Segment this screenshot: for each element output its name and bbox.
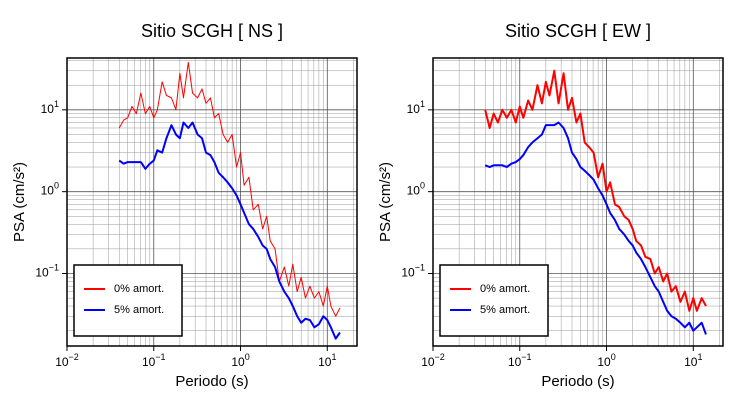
y-axis-label: PSA (cm/s²)	[377, 162, 394, 242]
legend-label: 5% amort.	[480, 304, 530, 316]
legend-box	[439, 264, 549, 337]
x-tick-label: 10−1	[508, 352, 532, 369]
chart-title: Sitio SCGH [ NS ]	[141, 21, 283, 41]
x-tick-label: 100	[231, 352, 249, 369]
plot-frame	[66, 57, 358, 347]
y-tick-label: 101	[407, 99, 425, 116]
plot-frame	[432, 57, 724, 347]
x-axis-label: Periodo (s)	[541, 373, 614, 390]
series-line	[484, 121, 707, 335]
series-line	[118, 121, 341, 340]
y-tick-label: 101	[41, 99, 59, 116]
legend-box	[73, 264, 183, 337]
x-tick-label: 100	[597, 352, 615, 369]
series-line	[484, 69, 707, 312]
y-axis-label: PSA (cm/s²)	[11, 162, 28, 242]
x-tick-label: 10−1	[142, 352, 166, 369]
chart-panel: Sitio SCGH [ NS ] 10−2 10−1 100 101 10−1 100 10…	[11, 21, 358, 390]
x-tick-label: 101	[318, 352, 336, 369]
x-axis-label: Periodo (s)	[175, 373, 248, 390]
series-line	[118, 61, 341, 317]
x-tick-label: 101	[684, 352, 702, 369]
y-tick-label: 10−1	[35, 263, 59, 280]
chart-title: Sitio SCGH [ EW ]	[505, 21, 651, 41]
chart-panel: Sitio SCGH [ EW ] 10−2 10−1 100 101 10−1 100 10…	[377, 21, 724, 390]
y-tick-label: 10−1	[401, 263, 425, 280]
x-tick-label: 10−2	[55, 352, 79, 369]
legend-label: 0% amort.	[114, 283, 164, 295]
y-tick-label: 100	[41, 181, 59, 198]
x-tick-label: 10−2	[421, 352, 445, 369]
legend-label: 5% amort.	[114, 304, 164, 316]
y-tick-label: 100	[407, 181, 425, 198]
legend-label: 0% amort.	[480, 283, 530, 295]
